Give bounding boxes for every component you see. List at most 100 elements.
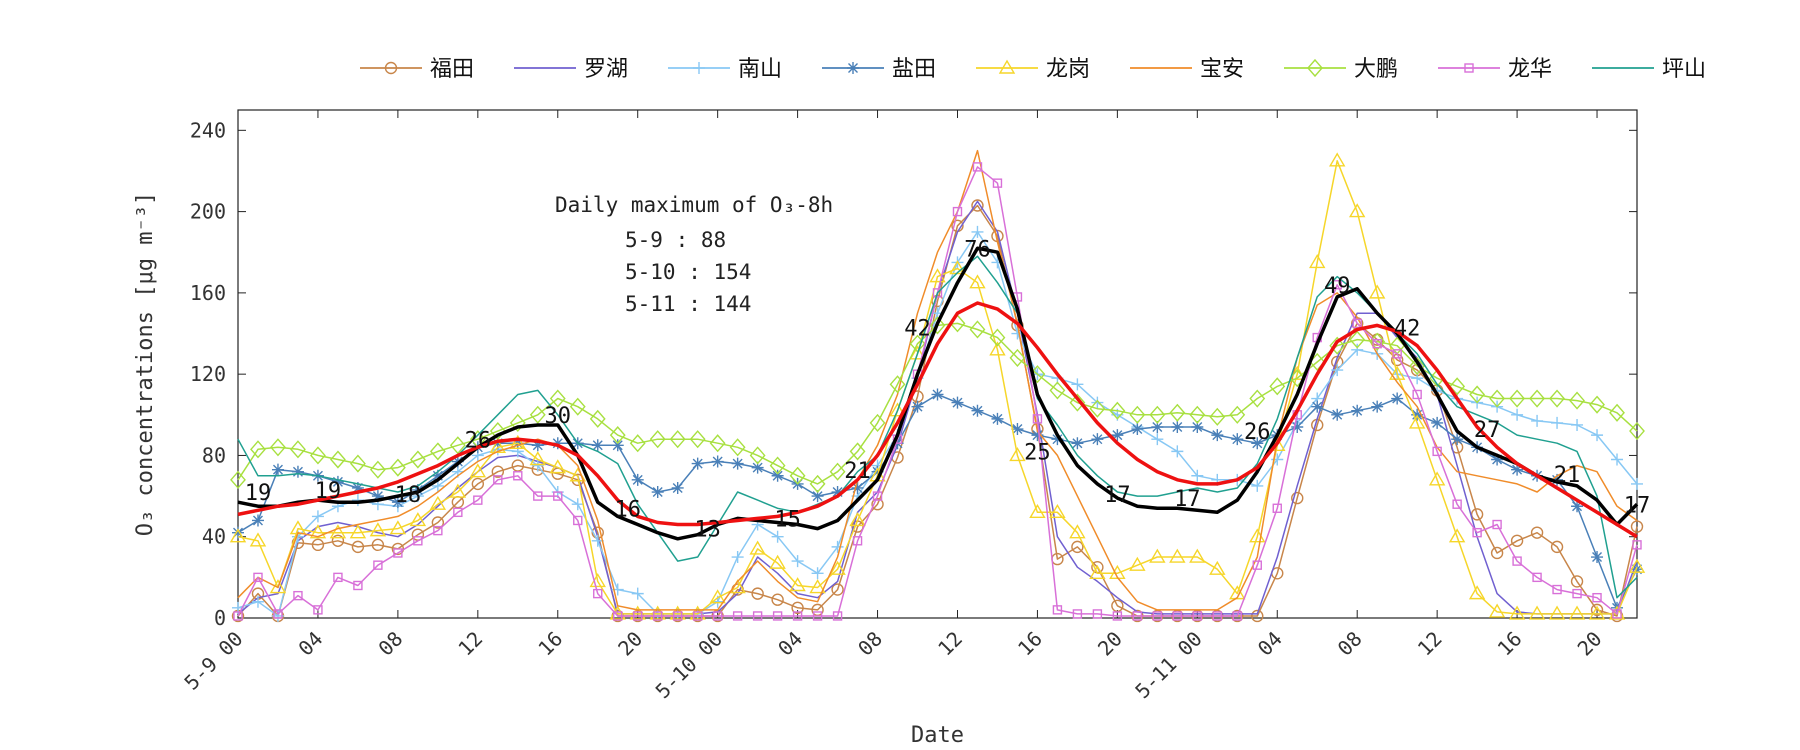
- data-point: [1269, 377, 1286, 396]
- data-point: [1032, 414, 1043, 424]
- data-point: [691, 457, 704, 470]
- data-point: [771, 469, 784, 482]
- data-point: [629, 434, 646, 453]
- data-point: [1489, 389, 1506, 408]
- data-point: [1628, 558, 1646, 573]
- data-point: [1530, 526, 1544, 539]
- data-point: [791, 601, 804, 615]
- data-point: [449, 436, 466, 455]
- data-point: [469, 463, 487, 478]
- data-point: [989, 341, 1006, 356]
- x-tick-label: 16: [533, 627, 567, 661]
- data-point: [771, 593, 784, 606]
- data-point: [811, 490, 824, 503]
- data-point: [1571, 500, 1584, 513]
- data-point: [1409, 356, 1426, 376]
- data-point: [651, 486, 664, 499]
- data-point: [251, 514, 264, 527]
- annotation-title: Daily maximum of O₃-8h: [555, 193, 833, 217]
- data-point: [431, 479, 444, 492]
- data-point: [1272, 503, 1282, 513]
- data-point: [1189, 548, 1206, 563]
- data-point: [671, 481, 684, 494]
- data-point: [473, 495, 483, 505]
- data-point: [431, 516, 445, 529]
- data-point: [230, 470, 246, 489]
- data-point: [569, 397, 586, 416]
- data-point: [311, 538, 325, 552]
- data-point: [751, 587, 764, 600]
- legend-item: 宝安: [1130, 57, 1244, 82]
- data-point: [1192, 611, 1203, 621]
- data-point: [1510, 534, 1524, 547]
- data-point: [749, 540, 766, 555]
- data-point: [1490, 546, 1504, 560]
- data-point: [1629, 421, 1645, 441]
- legend-item: 坪山: [1592, 57, 1706, 82]
- data-point: [847, 62, 859, 74]
- data-point: [1529, 389, 1546, 408]
- point-value-label: 13: [694, 518, 721, 543]
- x-tick-label: 20: [1573, 627, 1607, 661]
- data-point: [1571, 418, 1584, 431]
- data-point: [593, 588, 603, 599]
- data-point: [384, 61, 398, 75]
- data-point: [871, 465, 884, 478]
- data-point: [1428, 471, 1446, 486]
- data-point: [1552, 584, 1562, 595]
- data-point: [1372, 338, 1382, 349]
- data-point: [1408, 414, 1426, 429]
- data-point: [1469, 385, 1486, 404]
- data-point: [1112, 611, 1123, 621]
- data-point: [1591, 551, 1604, 564]
- y-tick-label: 200: [190, 200, 226, 224]
- data-point: [1549, 389, 1565, 408]
- data-point: [1089, 399, 1106, 418]
- data-point: [1630, 520, 1644, 533]
- data-point: [1089, 564, 1106, 579]
- data-point: [1472, 527, 1482, 538]
- data-point: [832, 611, 843, 621]
- data-point: [932, 288, 943, 298]
- data-point: [1071, 540, 1084, 554]
- data-point: [971, 225, 984, 238]
- data-point: [1511, 463, 1524, 476]
- data-point: [969, 274, 986, 289]
- data-point: [1329, 336, 1346, 355]
- data-point: [991, 412, 1004, 425]
- data-point: [431, 469, 444, 482]
- legend-item: 罗湖: [514, 57, 628, 82]
- data-point: [1209, 560, 1226, 575]
- data-point: [1468, 585, 1486, 600]
- data-point: [911, 400, 924, 413]
- data-point: [1151, 433, 1164, 446]
- data-point: [1052, 605, 1063, 615]
- data-point: [551, 437, 564, 450]
- y-tick-label: 240: [190, 118, 226, 142]
- data-point: [789, 466, 806, 485]
- data-point: [1129, 405, 1146, 424]
- data-point: [1351, 404, 1364, 417]
- point-value-label: 27: [1474, 418, 1501, 443]
- data-point: [1291, 491, 1304, 505]
- legend-label: 大鹏: [1354, 57, 1398, 82]
- data-point: [829, 462, 846, 481]
- legend-item: 福田: [360, 57, 474, 82]
- data-point: [689, 430, 706, 449]
- chart-legend: 福田 罗湖 南山 盐田 龙岗 宝安 大鹏 龙华 坪山: [360, 57, 1706, 82]
- data-point: [1071, 378, 1084, 391]
- data-point: [1570, 575, 1584, 588]
- data-point: [293, 590, 303, 601]
- data-point: [529, 405, 546, 424]
- data-point: [250, 440, 266, 459]
- data-point: [1051, 433, 1064, 446]
- data-point: [613, 611, 623, 621]
- data-point: [731, 551, 744, 564]
- data-point: [709, 434, 726, 453]
- data-point: [1229, 405, 1246, 424]
- point-value-label: 42: [904, 317, 931, 342]
- data-point: [489, 421, 506, 441]
- data-point: [1009, 447, 1026, 462]
- series-line: [237, 301, 1638, 539]
